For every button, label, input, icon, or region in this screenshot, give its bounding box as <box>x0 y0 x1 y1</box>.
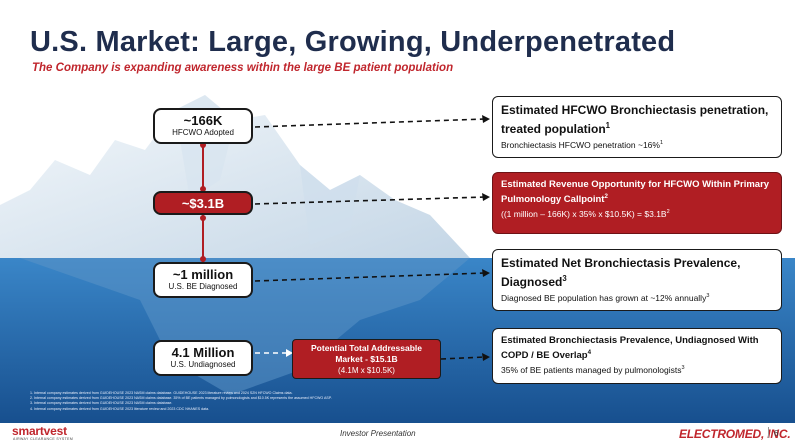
page-title: U.S. Market: Large, Growing, Underpenetr… <box>30 26 676 58</box>
info-heading: Estimated Bronchiectasis Prevalence, Und… <box>501 335 759 362</box>
info-box-undiagnosed: Estimated Bronchiectasis Prevalence, Und… <box>492 328 782 384</box>
pill-diagnosed: ~1 million U.S. BE Diagnosed <box>153 262 253 298</box>
info-box-prevalence: Estimated Net Bronchiectasis Prevalence,… <box>492 249 782 311</box>
pill-value: ~1 million <box>172 267 234 282</box>
footer-bar <box>0 423 795 447</box>
info-heading: Estimated Net Bronchiectasis Prevalence,… <box>501 256 741 289</box>
tam-line1: Potential Total Addressable <box>311 343 422 353</box>
info-heading: Estimated HFCWO Bronchiectasis penetrati… <box>501 103 769 136</box>
footnotes: 1. Internal company estimates derived fr… <box>30 391 500 412</box>
arrow-prevalence <box>254 272 486 282</box>
tam-box: Potential Total Addressable Market - $15.… <box>292 339 441 379</box>
iceberg-underwater <box>20 258 470 395</box>
footnote-item: 1. Internal company estimates derived fr… <box>30 391 293 395</box>
pill-label: U.S. BE Diagnosed <box>168 282 238 291</box>
arrow-penetration <box>254 118 486 128</box>
info-text: ((1 million – 166K) x 35% x $10.5K) = $3… <box>501 209 667 220</box>
arrow-undiagnosed <box>440 356 486 360</box>
info-heading: Estimated Revenue Opportunity for HFCWO … <box>501 179 770 206</box>
arrow-revenue <box>254 196 486 205</box>
page-subtitle: The Company is expanding awareness withi… <box>32 62 454 74</box>
footnote-item: 4. Internal company estimates derived fr… <box>30 406 210 411</box>
pill-label: U.S. Undiagnosed <box>170 360 236 369</box>
pill-hfcwo-adopted: ~166K HFCWO Adopted <box>153 108 253 144</box>
tam-line2: Market - $15.1B <box>335 354 398 364</box>
footer-presentation-label: Investor Presentation <box>340 429 416 438</box>
info-box-penetration: Estimated HFCWO Bronchiectasis penetrati… <box>492 96 782 158</box>
smartvest-logo-tagline: AIRWAY CLEARANCE SYSTEM <box>13 437 74 441</box>
info-text: Bronchiectasis HFCWO penetration ~16% <box>501 140 660 150</box>
page-number: 6 <box>774 429 779 438</box>
electromed-logo: ELECTROMED, INC. <box>679 427 791 441</box>
pill-value: 4.1 Million <box>171 345 235 360</box>
pill-label: HFCWO Adopted <box>172 128 234 137</box>
page-separator <box>768 427 769 438</box>
pill-value: ~166K <box>183 113 223 128</box>
smartvest-logo: smartvest <box>12 424 67 438</box>
footnote-item: 3. Internal company estimates derived fr… <box>30 401 173 406</box>
pill-revenue: ~$3.1B <box>153 191 253 215</box>
pill-value: ~$3.1B <box>181 196 225 211</box>
info-text: Diagnosed BE population has grown at ~12… <box>501 293 707 303</box>
footnote-item: 2. Internal company estimates derived fr… <box>30 396 332 401</box>
pill-undiagnosed: 4.1 Million U.S. Undiagnosed <box>153 340 253 376</box>
tam-line3: (4.1M x $10.5K) <box>338 366 395 375</box>
info-text: 35% of BE patients managed by pulmonolog… <box>501 365 682 376</box>
info-box-revenue-opportunity: Estimated Revenue Opportunity for HFCWO … <box>492 172 782 234</box>
iceberg-above-water <box>0 95 470 258</box>
